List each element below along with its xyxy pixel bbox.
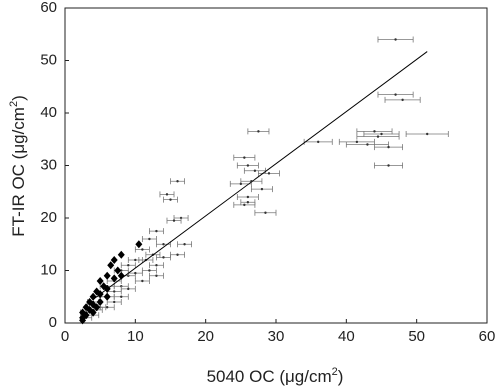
x-tick-label: 0 (61, 328, 69, 345)
point (183, 243, 186, 246)
point (155, 264, 158, 267)
point (387, 145, 390, 149)
point (260, 187, 264, 191)
point (366, 143, 369, 146)
diamond-point (107, 261, 115, 270)
y-tick-label: 50 (40, 51, 57, 68)
y-axis-label: FT-IR OC (μg/cm2) (8, 95, 29, 237)
x-tick-label: 30 (268, 328, 285, 345)
point (401, 98, 404, 102)
x-tick-label: 40 (338, 328, 355, 345)
point (176, 253, 179, 256)
diamond-point (117, 250, 125, 259)
x-tick-label: 50 (408, 328, 425, 345)
point (387, 164, 390, 167)
point (253, 169, 257, 172)
point (165, 193, 169, 196)
diamond-point (96, 298, 104, 306)
fit-line (92, 51, 428, 300)
point (246, 164, 250, 167)
point (239, 182, 243, 186)
point (380, 132, 383, 136)
point (148, 269, 151, 272)
diamond-point (110, 274, 118, 283)
point (246, 201, 250, 204)
y-tick-label: 20 (40, 209, 57, 226)
point (127, 287, 130, 291)
point (162, 256, 165, 259)
y-tick-label: 0 (49, 314, 57, 331)
point (176, 180, 179, 183)
y-tick-label: 40 (40, 104, 57, 121)
point (113, 290, 116, 293)
point (267, 172, 271, 175)
point (155, 274, 158, 277)
point (376, 135, 380, 138)
y-tick-label: 60 (40, 0, 57, 16)
point (426, 132, 429, 136)
point (169, 198, 172, 201)
point (134, 258, 137, 262)
point (141, 248, 144, 251)
point (373, 130, 376, 133)
y-tick-label: 10 (40, 261, 57, 278)
point (141, 279, 144, 283)
y-tick-label: 30 (40, 156, 57, 173)
diamond-point (103, 292, 111, 301)
point (317, 140, 320, 144)
point (155, 229, 158, 233)
point (394, 38, 397, 41)
diamond-point (135, 240, 143, 249)
diamond-point (93, 303, 101, 312)
point (120, 295, 123, 298)
x-axis-label: 5040 OC (μg/cm2) (207, 366, 344, 387)
point (127, 264, 130, 267)
point (113, 300, 116, 304)
point (134, 271, 137, 275)
point (148, 237, 151, 241)
diamond-point (114, 266, 122, 275)
diamond-point (89, 292, 97, 301)
diamond-point (103, 271, 111, 280)
diamond-point (110, 256, 118, 264)
point (355, 140, 359, 144)
point (246, 195, 250, 199)
point (162, 243, 165, 246)
point (394, 93, 397, 96)
point (257, 130, 260, 133)
point (264, 211, 267, 214)
x-tick-label: 10 (127, 328, 144, 345)
diamond-point (79, 316, 87, 325)
point (243, 203, 246, 207)
point (172, 219, 176, 222)
x-tick-label: 20 (197, 328, 214, 345)
diamond-point (89, 308, 97, 317)
x-tick-label: 60 (479, 328, 496, 345)
point (106, 306, 109, 309)
point (243, 156, 246, 159)
diamond-point (96, 277, 104, 285)
